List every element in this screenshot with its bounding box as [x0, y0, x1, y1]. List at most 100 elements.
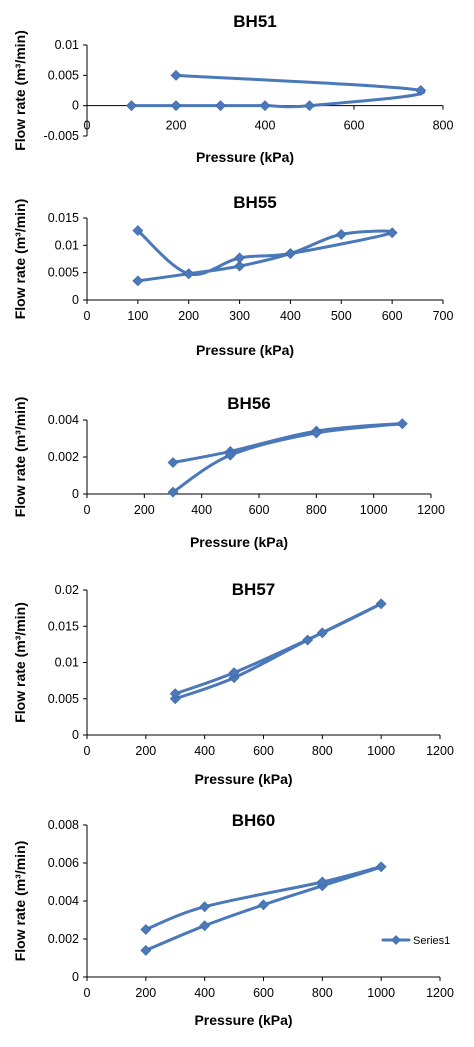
- data-point: [170, 100, 182, 112]
- y-tick-label: 0: [72, 293, 79, 307]
- x-tick-label: 1000: [360, 503, 388, 517]
- y-tick-label: 0.002: [48, 450, 79, 464]
- y-axis-label: Flow rate (m³/min): [12, 397, 28, 518]
- x-tick-label: 400: [194, 986, 215, 1000]
- chart-bh57: BH57 0 0.005 0.01 0.015 0.02 0 200 400 600 800 1000…: [12, 580, 454, 787]
- x-tick-label: 200: [135, 744, 156, 758]
- chart-bh56: BH56 0 0.002 0.004 0 200 400 600 800 1000 1200 Pres…: [12, 394, 445, 550]
- x-tick-label: 0: [84, 503, 91, 517]
- chart-title: BH57: [232, 580, 275, 599]
- data-point: [302, 634, 314, 646]
- x-tick-label: 400: [280, 309, 301, 323]
- y-tick-label: 0: [72, 99, 79, 113]
- data-point: [234, 252, 245, 264]
- x-tick-label: 600: [253, 986, 274, 1000]
- x-tick-label: 800: [433, 119, 454, 133]
- y-axis-label: Flow rate (m³/min): [12, 199, 28, 320]
- x-tick-label: 200: [166, 119, 187, 133]
- data-point: [170, 69, 182, 81]
- x-tick-label: 1000: [367, 986, 395, 1000]
- series-line: [136, 229, 395, 283]
- x-tick-label: 0: [84, 309, 91, 323]
- y-tick-label: 0.005: [48, 68, 79, 82]
- y-axis-label: Flow rate (m³/min): [12, 602, 28, 723]
- y-tick-label: 0.015: [48, 211, 79, 225]
- x-tick-label: 600: [344, 119, 365, 133]
- legend-label: Series1: [413, 935, 450, 947]
- data-point: [316, 876, 328, 888]
- data-point: [215, 100, 226, 112]
- x-tick-label: 1000: [367, 744, 395, 758]
- chart-bh51: BH51 -0.005 0 0.005 0.01 0 200 400 600 800 Pressur…: [12, 12, 454, 165]
- data-point: [396, 418, 408, 430]
- x-tick-label: 800: [306, 503, 327, 517]
- data-point: [375, 598, 387, 610]
- x-tick-label: 0: [84, 119, 91, 133]
- y-tick-label: 0.015: [48, 619, 79, 633]
- data-point: [199, 920, 211, 932]
- y-tick-label: 0.004: [48, 413, 79, 427]
- x-tick-label: 600: [253, 744, 274, 758]
- x-tick-label: 0: [84, 986, 91, 1000]
- y-tick-label: 0.008: [48, 818, 79, 832]
- chart-bh55: BH55 0 0.005 0.01 0.015 0 100 200 300 400 500 600 70…: [12, 193, 454, 358]
- data-point: [259, 100, 271, 112]
- x-axis-label: Pressure (kPa): [194, 771, 292, 787]
- x-tick-label: 600: [382, 309, 403, 323]
- data-point: [167, 457, 179, 468]
- y-tick-label: 0.002: [48, 932, 79, 946]
- data-point: [258, 899, 269, 911]
- data-point: [335, 228, 347, 240]
- x-axis-label: Pressure (kPa): [196, 342, 294, 358]
- x-tick-label: 700: [433, 309, 454, 323]
- x-tick-label: 200: [135, 986, 156, 1000]
- data-point: [183, 268, 195, 280]
- y-axis-label: Flow rate (m³/min): [12, 841, 28, 962]
- data-point: [285, 248, 296, 259]
- data-point: [167, 486, 179, 498]
- x-tick-label: 100: [127, 309, 148, 323]
- series-line: [130, 73, 426, 109]
- y-tick-label: 0.02: [55, 583, 79, 597]
- y-tick-label: 0.01: [55, 38, 79, 52]
- y-tick-label: -0.005: [44, 129, 79, 143]
- y-tick-label: 0: [72, 728, 79, 742]
- x-tick-label: 600: [249, 503, 270, 517]
- data-point: [169, 688, 181, 700]
- data-point: [140, 924, 152, 935]
- chart-title: BH56: [227, 394, 270, 413]
- data-point: [132, 225, 144, 236]
- data-point: [386, 227, 398, 239]
- data-point: [310, 427, 322, 439]
- legend-marker: [391, 935, 401, 945]
- chart-bh60: BH60 0 0.002 0.004 0.006 0.008 0 200 400 600 800 10…: [12, 811, 454, 1028]
- x-tick-label: 800: [312, 986, 333, 1000]
- y-axis-label: Flow rate (m³/min): [12, 30, 28, 151]
- x-tick-label: 400: [255, 119, 276, 133]
- x-tick-label: 1200: [426, 744, 454, 758]
- y-tick-label: 0.005: [48, 692, 79, 706]
- chart-title: BH60: [232, 811, 275, 830]
- x-tick-label: 400: [191, 503, 212, 517]
- x-axis-label: Pressure (kPa): [194, 1012, 292, 1028]
- x-tick-label: 200: [134, 503, 155, 517]
- data-point: [132, 275, 144, 287]
- x-axis-label: Pressure (kPa): [196, 149, 294, 165]
- x-tick-label: 1200: [426, 986, 454, 1000]
- x-tick-label: 1200: [417, 503, 445, 517]
- data-point: [304, 100, 315, 112]
- series-line: [173, 602, 383, 701]
- y-tick-label: 0.01: [55, 656, 79, 670]
- data-point: [316, 627, 328, 639]
- x-tick-label: 0: [84, 744, 91, 758]
- x-tick-label: 800: [312, 744, 333, 758]
- x-tick-label: 500: [331, 309, 352, 323]
- data-point: [224, 449, 236, 461]
- x-tick-label: 200: [178, 309, 199, 323]
- series-line: [144, 865, 383, 952]
- data-point: [199, 901, 211, 913]
- chart-title: BH51: [233, 12, 276, 31]
- chart-title: BH55: [233, 193, 276, 212]
- y-tick-label: 0.005: [48, 266, 79, 280]
